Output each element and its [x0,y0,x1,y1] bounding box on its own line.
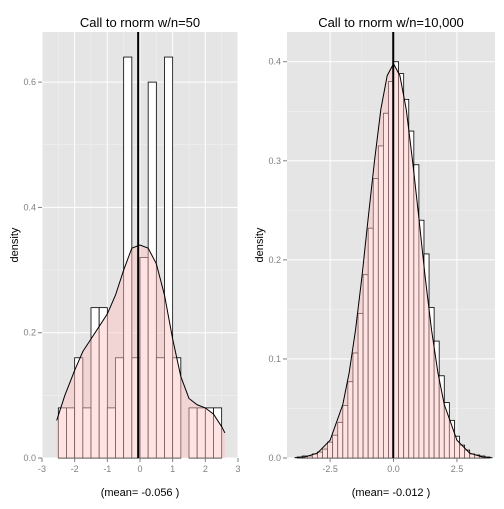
y-tick-label: 0.4 [23,202,36,212]
x-tick-label: -1 [103,464,111,474]
x-tick-label: 0.0 [387,464,400,474]
histogram-bar [98,307,108,459]
y-tick-label: 0.2 [23,328,36,338]
y-tick-label: 0.0 [23,453,36,463]
y-tick-label: 0.2 [268,255,281,265]
density-area [56,245,225,458]
histogram-bars [57,56,223,459]
y-axis-label: density [9,227,21,262]
x-tick-label: 2 [203,464,208,474]
histogram-bar [164,56,174,459]
chart-title: Call to rnorm w/n=10,000 [318,15,464,30]
density-line [56,244,226,434]
x-tick-label: 0 [137,464,142,474]
histogram-bar [147,81,157,459]
chart-title: Call to rnorm w/n=50 [80,15,200,30]
x-axis-label: (mean= -0.056 ) [101,487,180,499]
density-curve-layer [56,244,226,458]
histogram-bar [213,407,223,459]
x-tick-label: -2 [71,464,79,474]
histogram-chart-right: -2.5 0.0 2.5 0.0 0.1 0.2 0.3 0.4 Call to rnorm … [254,15,495,499]
x-tick-label: 1 [170,464,175,474]
x-tick-label: -2.5 [322,464,338,474]
axis-ticks: -3 -2 -1 0 1 2 3 0.0 0.2 0.4 0.6 [23,77,240,474]
y-tick-label: 0.1 [268,354,281,364]
y-tick-label: 0.0 [268,453,281,463]
y-tick-label: 0.3 [268,156,281,166]
histogram-bar [123,56,133,459]
x-tick-label: 2.5 [451,464,464,474]
x-axis-label: (mean= -0.012 ) [352,487,431,499]
y-tick-label: 0.6 [23,77,36,87]
x-tick-label: -3 [38,464,46,474]
y-tick-label: 0.4 [268,57,281,67]
x-tick-label: 3 [235,464,240,474]
histogram-chart-left: -3 -2 -1 0 1 2 3 0.0 0.2 0.4 0.6 Call to rnorm w/n… [9,15,241,499]
axis-ticks: -2.5 0.0 2.5 0.0 0.1 0.2 0.3 0.4 [268,57,463,474]
y-axis-label: density [254,227,266,262]
